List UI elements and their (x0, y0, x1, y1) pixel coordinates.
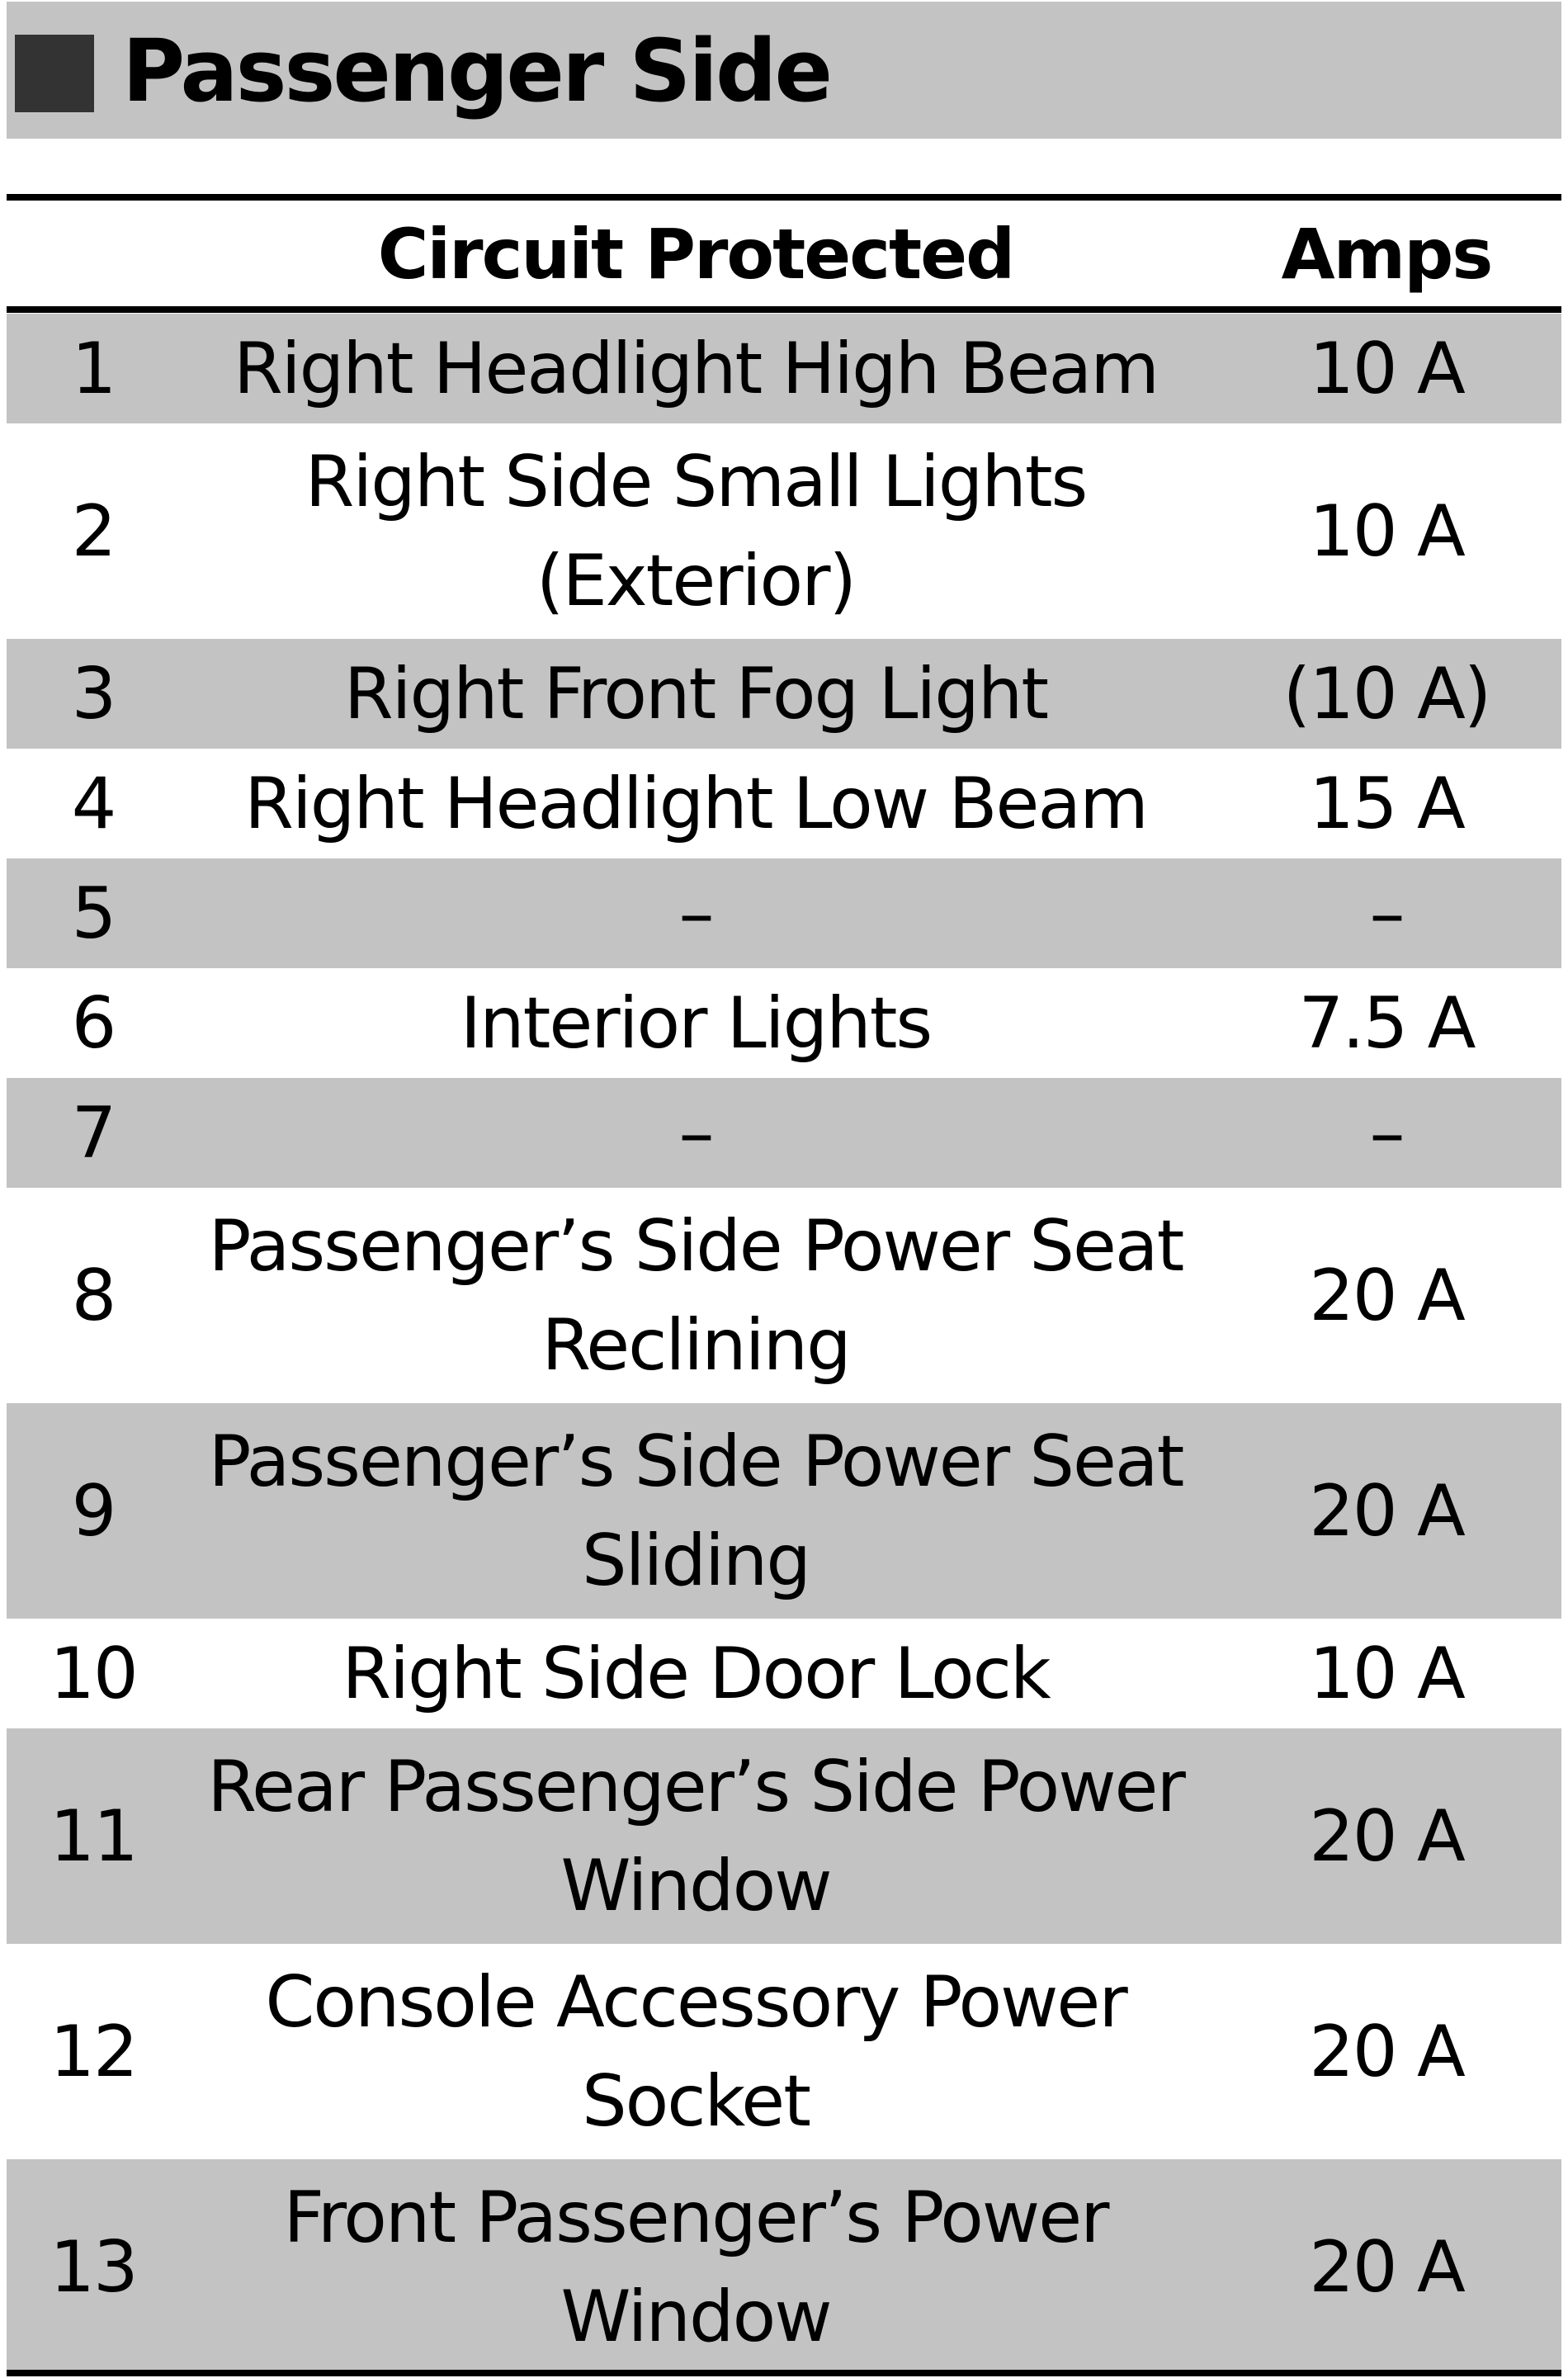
table-row: 5 – – (7, 858, 1561, 968)
fuse-number: 7 (71, 1091, 117, 1175)
circuit-name: Right Side Small Lights (Exterior) (305, 440, 1089, 622)
circuit-name: Interior Lights (460, 981, 933, 1065)
fuse-number: 9 (71, 1469, 117, 1553)
amp-rating: 20 A (1309, 1794, 1466, 1878)
amp-rating: 20 A (1309, 2010, 1466, 2093)
table-top-rule (7, 194, 1561, 201)
fuse-number: 3 (71, 652, 117, 735)
circuit-name: Console Accessory Power Socket (265, 1960, 1127, 2143)
table-row: 1 Right Headlight High Beam 10 A (7, 314, 1561, 423)
amp-rating: 10 A (1309, 327, 1466, 410)
amp-rating: (10 A) (1282, 652, 1492, 735)
fuse-number: 1 (71, 327, 117, 410)
table-row: 3 Right Front Fog Light (10 A) (7, 639, 1561, 749)
table-row: 11 Rear Passenger’s Side Power Window 20 A (7, 1728, 1561, 1944)
header-circuit: Circuit Protected (377, 214, 1016, 295)
amp-rating: – (1369, 1091, 1405, 1175)
table-row: 10 Right Side Door Lock 10 A (7, 1619, 1561, 1728)
table-row: 12 Console Accessory Power Socket 20 A (7, 1944, 1561, 2159)
amp-rating: 15 A (1309, 762, 1466, 845)
section-header: Passenger Side (7, 2, 1561, 139)
amp-rating: 7.5 A (1298, 981, 1476, 1065)
circuit-name: Right Headlight Low Beam (244, 762, 1149, 845)
table-row: 2 Right Side Small Lights (Exterior) 10 A (7, 423, 1561, 639)
circuit-name: – (678, 1091, 715, 1175)
circuit-name: Passenger’s Side Power Seat Sliding (208, 1420, 1185, 1602)
fuse-number: 2 (71, 489, 117, 573)
fuse-number: 8 (71, 1254, 117, 1337)
circuit-name: Right Side Door Lock (342, 1632, 1051, 1715)
fuse-number: 10 (50, 1632, 138, 1715)
fuse-number: 6 (71, 981, 117, 1065)
circuit-name: Right Headlight High Beam (234, 327, 1159, 410)
table-row: 13 Front Passenger’s Power Window 20 A (7, 2159, 1561, 2375)
table-row: 6 Interior Lights 7.5 A (7, 968, 1561, 1078)
circuit-name: Rear Passenger’s Side Power Window (207, 1745, 1186, 1927)
amp-rating: 10 A (1309, 1632, 1466, 1715)
table-row: 4 Right Headlight Low Beam 15 A (7, 749, 1561, 858)
header-rule (7, 306, 1561, 313)
fuse-number: 11 (50, 1794, 138, 1878)
section-title: Passenger Side (122, 21, 833, 121)
circuit-name: Right Front Fog Light (343, 652, 1049, 735)
circuit-name: Front Passenger’s Power Window (283, 2176, 1110, 2358)
fuse-number: 12 (50, 2010, 138, 2093)
square-marker-icon (15, 35, 94, 112)
fuse-number: 5 (71, 872, 117, 955)
amp-rating: 10 A (1309, 489, 1466, 573)
table-row: 8 Passenger’s Side Power Seat Reclining 20… (7, 1188, 1561, 1403)
circuit-name: – (678, 872, 715, 955)
fuse-number: 4 (71, 762, 117, 845)
amp-rating: 20 A (1309, 1469, 1466, 1553)
table-bottom-rule (7, 2370, 1561, 2376)
circuit-name: Passenger’s Side Power Seat Reclining (208, 1204, 1185, 1387)
amp-rating: – (1369, 872, 1405, 955)
fuse-table: 1 Right Headlight High Beam 10 A 2 Right Sid… (7, 314, 1561, 2375)
amp-rating: 20 A (1309, 1254, 1466, 1337)
table-row: 9 Passenger’s Side Power Seat Sliding 20 A (7, 1403, 1561, 1619)
table-row: 7 – – (7, 1078, 1561, 1188)
amp-rating: 20 A (1309, 2225, 1466, 2309)
table-header: Circuit Protected Amps (7, 201, 1561, 308)
header-amps: Amps (1281, 214, 1494, 295)
fuse-number: 13 (50, 2225, 138, 2309)
